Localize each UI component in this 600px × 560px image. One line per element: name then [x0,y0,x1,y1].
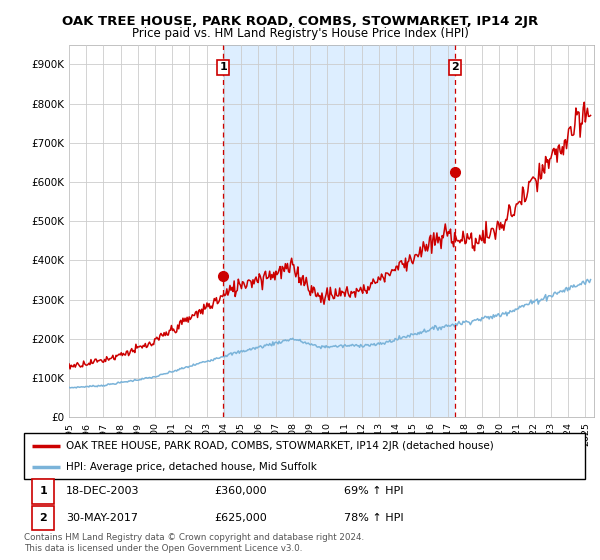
Text: £360,000: £360,000 [215,486,268,496]
Text: 18-DEC-2003: 18-DEC-2003 [66,486,140,496]
Text: Price paid vs. HM Land Registry's House Price Index (HPI): Price paid vs. HM Land Registry's House … [131,27,469,40]
Text: 69% ↑ HPI: 69% ↑ HPI [344,486,403,496]
Text: 1: 1 [220,63,227,72]
Text: 1: 1 [39,486,47,496]
Text: OAK TREE HOUSE, PARK ROAD, COMBS, STOWMARKET, IP14 2JR: OAK TREE HOUSE, PARK ROAD, COMBS, STOWMA… [62,15,538,27]
Text: HPI: Average price, detached house, Mid Suffolk: HPI: Average price, detached house, Mid … [66,463,317,472]
Text: 78% ↑ HPI: 78% ↑ HPI [344,513,403,523]
Text: Contains HM Land Registry data © Crown copyright and database right 2024.
This d: Contains HM Land Registry data © Crown c… [24,533,364,553]
Text: £625,000: £625,000 [215,513,268,523]
Text: 2: 2 [39,513,47,523]
Text: OAK TREE HOUSE, PARK ROAD, COMBS, STOWMARKET, IP14 2JR (detached house): OAK TREE HOUSE, PARK ROAD, COMBS, STOWMA… [66,441,494,451]
Text: 30-MAY-2017: 30-MAY-2017 [66,513,138,523]
Text: 2: 2 [451,63,458,72]
Bar [32,506,54,530]
Bar [223,45,455,417]
Bar [32,479,54,503]
